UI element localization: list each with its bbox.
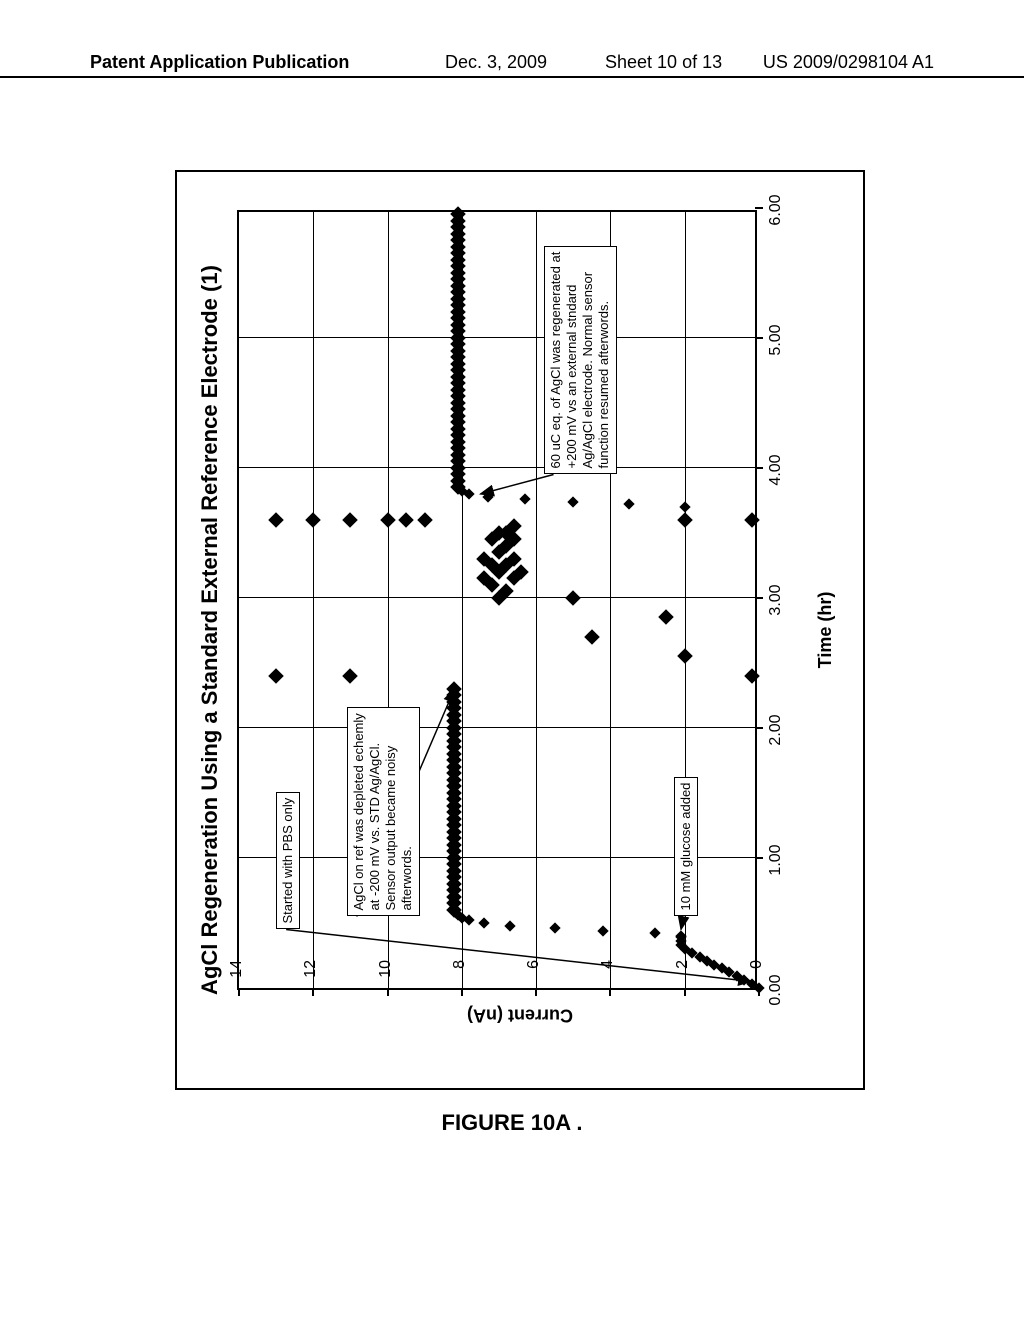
ytick: [387, 988, 389, 996]
xtick: [755, 467, 763, 469]
data-marker: [504, 920, 515, 931]
data-marker: [677, 512, 693, 528]
data-marker: [306, 512, 322, 528]
data-marker: [568, 496, 579, 507]
data-marker: [417, 512, 433, 528]
data-marker: [519, 494, 530, 505]
data-marker: [343, 668, 359, 684]
ytick: [609, 988, 611, 996]
gridline-h: [313, 212, 314, 988]
pub-date: Dec. 3, 2009: [445, 52, 547, 73]
ytick: [684, 988, 686, 996]
data-marker: [566, 590, 582, 606]
xtick-label: 0.00: [767, 974, 785, 1005]
gridline-v: [239, 467, 755, 468]
ytick-label: 8: [451, 960, 469, 969]
data-marker: [343, 512, 359, 528]
annotation-a1: Started with PBS only: [276, 792, 300, 930]
xtick: [755, 337, 763, 339]
ytick-label: 10: [377, 960, 395, 978]
xtick-label: 3.00: [767, 584, 785, 615]
gridline-v: [239, 337, 755, 338]
pub-label: Patent Application Publication: [90, 52, 349, 73]
chart-title: AgCl Regeneration Using a Standard Exter…: [197, 170, 223, 1090]
plot-area: Started with PBS only AgCl on ref was dep…: [237, 210, 757, 990]
xtick-label: 4.00: [767, 454, 785, 485]
data-marker: [478, 917, 489, 928]
data-marker: [649, 928, 660, 939]
ytick-label: 2: [674, 960, 692, 969]
data-marker: [677, 649, 693, 665]
data-marker: [597, 925, 608, 936]
ytick: [312, 988, 314, 996]
xtick-label: 1.00: [767, 844, 785, 875]
gridline-v: [239, 727, 755, 728]
ytick-label: 6: [525, 960, 543, 969]
data-marker: [380, 512, 396, 528]
data-marker: [679, 501, 690, 512]
data-marker: [268, 512, 284, 528]
ytick: [461, 988, 463, 996]
data-marker: [744, 512, 760, 528]
data-marker: [584, 629, 600, 645]
data-marker: [268, 668, 284, 684]
data-marker: [623, 499, 634, 510]
xtick: [755, 727, 763, 729]
annotation-a3: 10 mM glucose added: [674, 777, 698, 917]
xtick-label: 5.00: [767, 324, 785, 355]
ytick: [238, 988, 240, 996]
annotation-a2: AgCl on ref was depleted echemly at -200…: [347, 707, 420, 916]
figure-caption: FIGURE 10A .: [0, 1110, 1024, 1136]
pub-number: US 2009/0298104 A1: [763, 52, 934, 73]
ytick-label: 4: [599, 960, 617, 969]
data-marker: [658, 610, 674, 626]
sheet-number: Sheet 10 of 13: [605, 52, 722, 73]
data-marker: [398, 512, 414, 528]
ytick: [535, 988, 537, 996]
patent-header: Patent Application Publication Dec. 3, 2…: [0, 48, 1024, 78]
ytick-label: 12: [302, 960, 320, 978]
x-axis-label: Time (hr): [815, 170, 836, 1090]
data-marker: [482, 491, 493, 502]
xtick: [755, 857, 763, 859]
y-axis-label: Current (nA): [467, 1005, 573, 1026]
data-marker: [549, 923, 560, 934]
xtick-label: 2.00: [767, 714, 785, 745]
chart-container: AgCl Regeneration Using a Standard Exter…: [175, 170, 865, 1090]
annotation-a4: 60 uC eq. of AgCl was regenerated at +20…: [544, 246, 617, 475]
data-marker: [744, 668, 760, 684]
ytick-label: 14: [228, 960, 246, 978]
xtick-label: 6.00: [767, 194, 785, 225]
ytick-label: 0: [748, 960, 766, 969]
xtick: [755, 597, 763, 599]
xtick: [755, 207, 763, 209]
gridline-h: [536, 212, 537, 988]
